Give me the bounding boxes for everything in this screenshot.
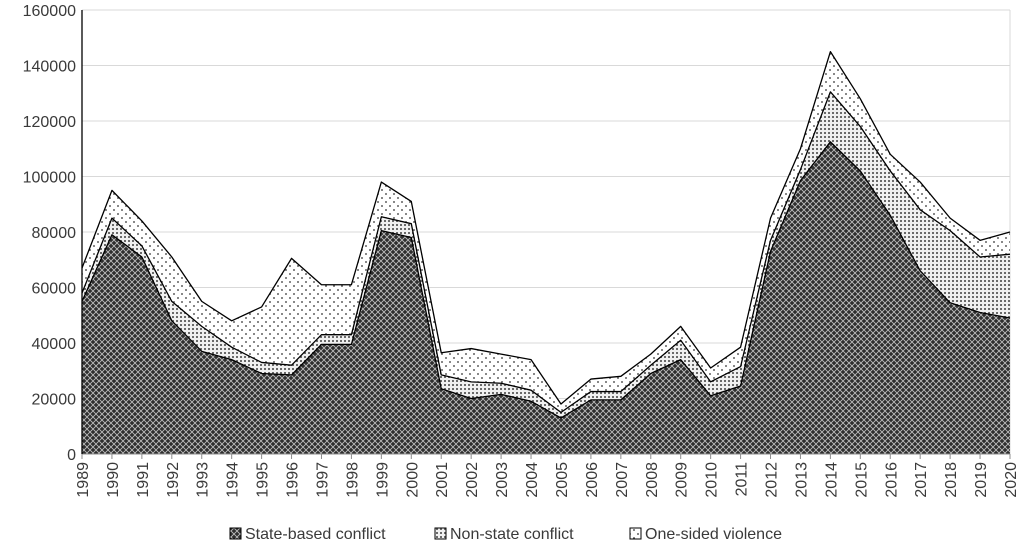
x-tick-label: 1998	[344, 462, 361, 498]
x-tick-label: 2014	[823, 462, 840, 498]
x-tick-label: 2018	[943, 462, 960, 498]
x-tick-label: 2009	[674, 462, 691, 498]
legend-swatch-state-based-conflict	[229, 527, 242, 540]
legend-swatch-one-sided-violence	[629, 527, 642, 540]
x-tick-label: 2016	[883, 462, 900, 498]
x-tick-label: 1993	[195, 462, 212, 498]
y-tick-label: 100000	[23, 170, 76, 187]
x-tick-label: 1990	[105, 462, 122, 498]
axes: 0 20000 40000 60000 80000 100000 120000 140000 1…	[23, 3, 1020, 498]
x-tick-label: 1994	[225, 462, 242, 498]
y-tick-label: 20000	[32, 392, 77, 409]
area-series-group	[81, 50, 1011, 455]
x-tick-label: 2008	[644, 462, 661, 498]
x-tick-label: 1991	[135, 462, 152, 498]
x-tick-label: 1992	[165, 462, 182, 498]
x-tick-label: 2004	[524, 462, 541, 498]
y-tick-label: 40000	[32, 336, 77, 353]
y-tick-label: 140000	[23, 59, 76, 76]
y-tick-label: 0	[67, 447, 76, 464]
x-tick-label: 1989	[75, 462, 92, 498]
x-tick-label: 2019	[973, 462, 990, 498]
x-tick-label: 2007	[614, 462, 631, 498]
series-line-one-sided-violence	[81, 50, 1011, 405]
x-tick-label: 2002	[464, 462, 481, 498]
legend-swatch-non-state-conflict	[434, 527, 447, 540]
x-tick-label: 2011	[734, 462, 751, 497]
x-tick-label: 2006	[584, 462, 601, 498]
y-tick-label: 60000	[32, 281, 77, 298]
x-tick-label: 2017	[913, 462, 930, 498]
area-state-based-conflict	[82, 141, 1010, 454]
x-tick-label: 2012	[764, 462, 781, 498]
x-tick-label: 2001	[434, 462, 451, 498]
legend: State-based conflict Non-state conflict On…	[229, 526, 782, 543]
x-tick-label: 1997	[314, 462, 331, 498]
series-line-non-state-conflict	[81, 91, 1011, 414]
x-tick-label: 2005	[554, 462, 571, 498]
x-tick-label: 2013	[793, 462, 810, 498]
legend-label-non-state-conflict: Non-state conflict	[450, 526, 574, 543]
x-tick-label: 2000	[404, 462, 421, 498]
x-tick-label: 2015	[853, 462, 870, 498]
x-tick-label: 2020	[1003, 462, 1020, 498]
x-tick-label: 1999	[374, 462, 391, 498]
series-line-state-based-conflict	[81, 141, 1011, 419]
x-tick-label: 2010	[704, 462, 721, 498]
legend-label-one-sided-violence: One-sided violence	[645, 526, 782, 543]
y-tick-label: 160000	[23, 3, 76, 20]
x-tick-label: 1996	[285, 462, 302, 498]
y-tick-label: 120000	[23, 114, 76, 131]
legend-label-state-based-conflict: State-based conflict	[245, 526, 386, 543]
x-tick-label: 2003	[494, 462, 511, 498]
x-tick-label: 1995	[255, 462, 272, 498]
y-tick-label: 80000	[32, 225, 77, 242]
